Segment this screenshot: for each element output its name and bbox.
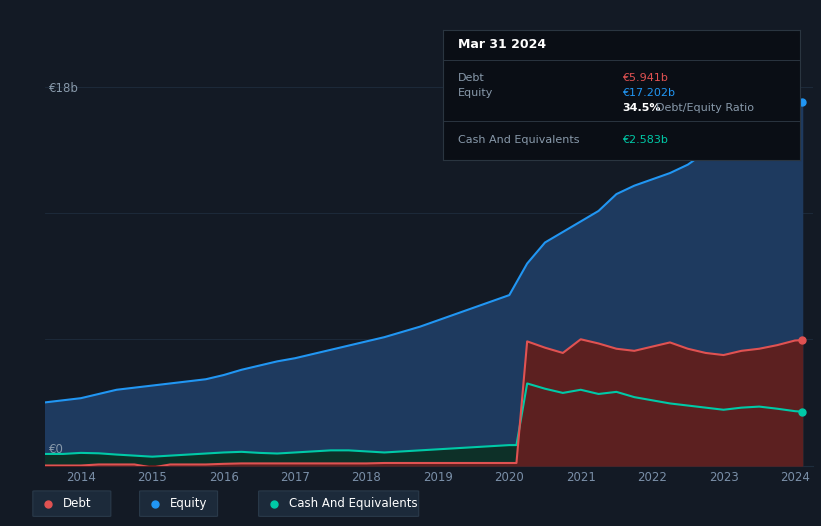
FancyBboxPatch shape: [33, 491, 111, 517]
Text: Cash And Equivalents: Cash And Equivalents: [457, 135, 579, 145]
Text: Mar 31 2024: Mar 31 2024: [457, 38, 546, 51]
Text: Debt/Equity Ratio: Debt/Equity Ratio: [656, 103, 754, 113]
Text: €17.202b: €17.202b: [622, 88, 675, 98]
Text: Cash And Equivalents: Cash And Equivalents: [289, 497, 418, 510]
Text: 34.5%: 34.5%: [622, 103, 660, 113]
Text: Debt: Debt: [457, 73, 484, 83]
Text: Equity: Equity: [170, 497, 208, 510]
Text: Debt: Debt: [63, 497, 92, 510]
FancyBboxPatch shape: [259, 491, 419, 517]
Text: €5.941b: €5.941b: [622, 73, 667, 83]
Text: €18b: €18b: [49, 82, 79, 95]
Text: Equity: Equity: [457, 88, 493, 98]
FancyBboxPatch shape: [140, 491, 218, 517]
Text: €0: €0: [49, 442, 64, 456]
Text: €2.583b: €2.583b: [622, 135, 667, 145]
